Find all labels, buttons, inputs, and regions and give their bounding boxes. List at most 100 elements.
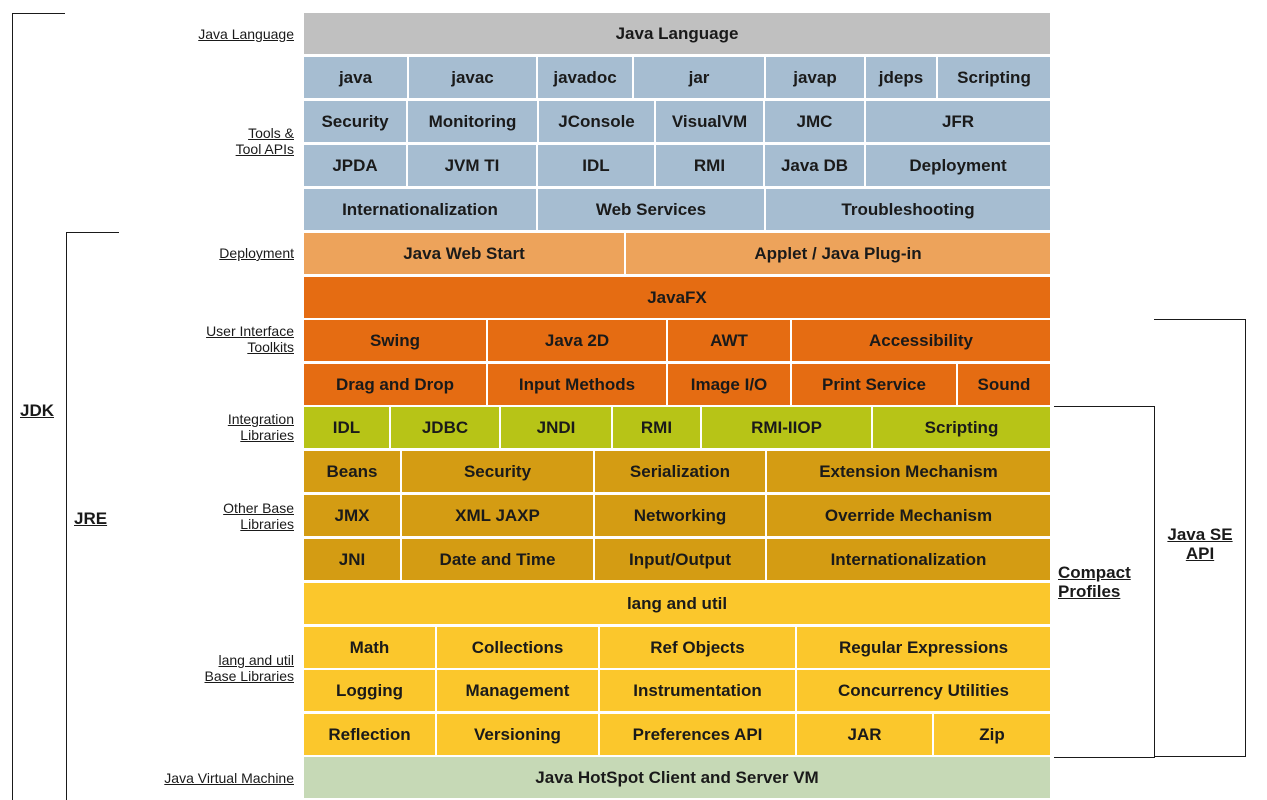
jre-bracket-line xyxy=(66,232,67,800)
jdk-bracket-top xyxy=(12,13,65,14)
cell-jvm-java-hotspot-client-and-server-vm: Java HotSpot Client and Server VM xyxy=(304,757,1050,798)
cell-other-base-override-mechanism: Override Mechanism xyxy=(767,495,1050,536)
cell-other-base-jni: JNI xyxy=(304,539,400,580)
cell-ui-drag-and-drop: Drag and Drop xyxy=(304,364,486,405)
cell-ui-java-2d: Java 2D xyxy=(488,320,666,361)
cell-tools-rmi: RMI xyxy=(656,145,763,186)
cell-tools-jdeps: jdeps xyxy=(866,57,936,98)
cell-tools-deployment: Deployment xyxy=(866,145,1050,186)
cell-other-base-networking: Networking xyxy=(595,495,765,536)
label-other-line1: Other Base xyxy=(223,500,294,516)
label-integration-line1: Integration xyxy=(227,411,294,427)
cell-tools-java: java xyxy=(304,57,407,98)
cell-lang-util-jar: JAR xyxy=(797,714,932,755)
cell-tools-internationalization: Internationalization xyxy=(304,189,536,230)
compact-bracket-line xyxy=(1154,406,1155,757)
compact-line1: Compact xyxy=(1058,563,1131,582)
jre-label: JRE xyxy=(74,509,108,528)
jdk-label: JDK xyxy=(20,401,55,420)
cell-tools-javac: javac xyxy=(409,57,536,98)
cell-ui-print-service: Print Service xyxy=(792,364,956,405)
label-other-line2: Libraries xyxy=(240,516,294,532)
label-lang-line1: lang and util xyxy=(218,652,294,668)
cell-other-base-xml-jaxp: XML JAXP xyxy=(402,495,593,536)
label-ui-line1: User Interface xyxy=(206,323,294,339)
cell-tools-idl: IDL xyxy=(538,145,654,186)
javase-line2: API xyxy=(1185,544,1215,563)
label-java-language: Java Language xyxy=(198,26,294,42)
label-lang-util: lang and util Base Libraries xyxy=(120,652,295,684)
label-integration-line2: Libraries xyxy=(240,427,294,443)
cell-lang-util-versioning: Versioning xyxy=(437,714,598,755)
label-deployment: Deployment xyxy=(219,245,294,261)
cell-ui-awt: AWT xyxy=(668,320,790,361)
cell-integration-idl: IDL xyxy=(304,407,389,448)
javase-bracket-top xyxy=(1154,319,1246,320)
java-se-api-label: Java SE API xyxy=(1158,525,1242,563)
javase-line1: Java SE xyxy=(1167,525,1233,544)
cell-ui-swing: Swing xyxy=(304,320,486,361)
label-tools-line1: Tools & xyxy=(248,125,294,141)
cell-other-base-beans: Beans xyxy=(304,451,400,492)
cell-tools-java-db: Java DB xyxy=(765,145,864,186)
cell-ui-sound: Sound xyxy=(958,364,1050,405)
label-jvm: Java Virtual Machine xyxy=(164,770,294,786)
label-tools-line2: Tool APIs xyxy=(235,141,294,157)
cell-lang-util-reflection: Reflection xyxy=(304,714,435,755)
jdk-bracket-line xyxy=(12,13,13,800)
cell-integration-jdbc: JDBC xyxy=(391,407,499,448)
label-ui-line2: Toolkits xyxy=(247,339,294,355)
javase-bracket-bottom xyxy=(1154,756,1246,757)
cell-tools-jconsole: JConsole xyxy=(539,101,654,142)
cell-other-base-security: Security xyxy=(402,451,593,492)
cell-other-base-internationalization: Internationalization xyxy=(767,539,1050,580)
cell-lang-util-ref-objects: Ref Objects xyxy=(600,627,795,668)
jre-bracket-top xyxy=(66,232,119,233)
cell-tools-jvm-ti: JVM TI xyxy=(408,145,536,186)
cell-deployment-java-web-start: Java Web Start xyxy=(304,233,624,274)
cell-integration-rmi: RMI xyxy=(613,407,700,448)
cell-tools-scripting: Scripting xyxy=(938,57,1050,98)
cell-ui-image-i-o: Image I/O xyxy=(668,364,790,405)
cell-ui-accessibility: Accessibility xyxy=(792,320,1050,361)
cell-tools-javap: javap xyxy=(766,57,864,98)
cell-other-base-date-and-time: Date and Time xyxy=(402,539,593,580)
javase-bracket-line xyxy=(1245,319,1246,756)
cell-tools-monitoring: Monitoring xyxy=(408,101,537,142)
cell-tools-jpda: JPDA xyxy=(304,145,406,186)
compact-bracket-top xyxy=(1054,406,1155,407)
cell-java-language-java-language: Java Language xyxy=(304,13,1050,54)
compact-bracket-bottom xyxy=(1054,757,1155,758)
label-integration: Integration Libraries xyxy=(120,411,294,443)
cell-lang-util-collections: Collections xyxy=(437,627,598,668)
cell-lang-util-regular-expressions: Regular Expressions xyxy=(797,627,1050,668)
compact-line2: Profiles xyxy=(1058,582,1121,601)
cell-tools-web-services: Web Services xyxy=(538,189,764,230)
cell-lang-util-preferences-api: Preferences API xyxy=(600,714,795,755)
cell-other-base-serialization: Serialization xyxy=(595,451,765,492)
cell-tools-security: Security xyxy=(304,101,406,142)
compact-profiles-label: Compact Profiles xyxy=(1058,563,1131,601)
cell-deployment-applet-java-plug-in: Applet / Java Plug-in xyxy=(626,233,1050,274)
cell-ui-javafx: JavaFX xyxy=(304,277,1050,318)
cell-lang-util-math: Math xyxy=(304,627,435,668)
cell-lang-util-logging: Logging xyxy=(304,670,435,711)
cell-other-base-extension-mechanism: Extension Mechanism xyxy=(767,451,1050,492)
cell-tools-jmc: JMC xyxy=(765,101,864,142)
cell-integration-rmi-iiop: RMI-IIOP xyxy=(702,407,871,448)
label-tools: Tools & Tool APIs xyxy=(120,125,294,157)
cell-integration-jndi: JNDI xyxy=(501,407,611,448)
cell-tools-jfr: JFR xyxy=(866,101,1050,142)
cell-ui-input-methods: Input Methods xyxy=(488,364,666,405)
cell-lang-util-lang-and-util: lang and util xyxy=(304,583,1050,624)
cell-tools-javadoc: javadoc xyxy=(538,57,632,98)
cell-lang-util-zip: Zip xyxy=(934,714,1050,755)
cell-integration-scripting: Scripting xyxy=(873,407,1050,448)
cell-other-base-jmx: JMX xyxy=(304,495,400,536)
label-other-base: Other Base Libraries xyxy=(120,500,294,532)
cell-tools-jar: jar xyxy=(634,57,764,98)
cell-lang-util-instrumentation: Instrumentation xyxy=(600,670,795,711)
cell-other-base-input-output: Input/Output xyxy=(595,539,765,580)
cell-tools-visualvm: VisualVM xyxy=(656,101,763,142)
label-lang-line2: Base Libraries xyxy=(204,668,295,684)
